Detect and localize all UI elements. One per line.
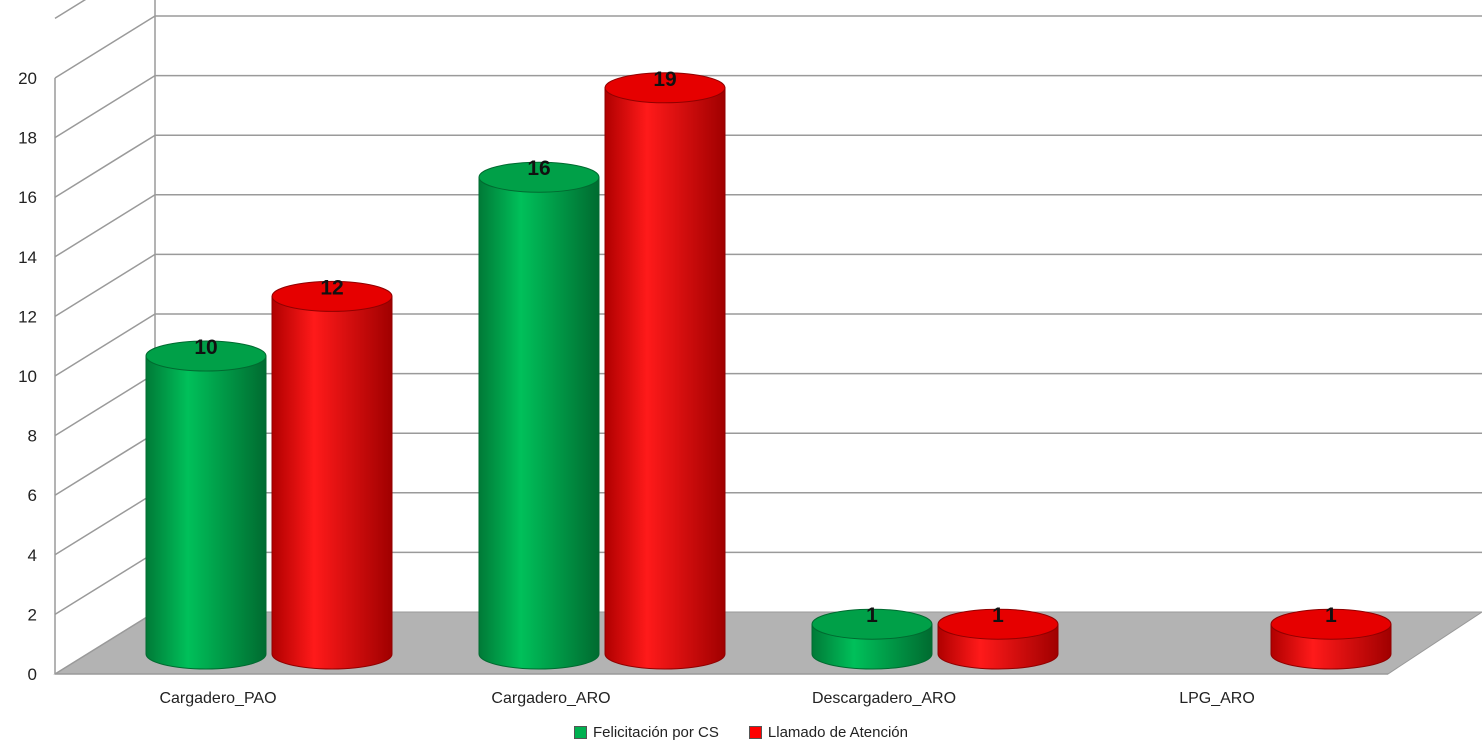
data-label: 16: [527, 157, 550, 180]
bar-top: [145, 340, 267, 372]
legend: Felicitación por CS Llamado de Atención: [0, 724, 1482, 741]
gridline-side: [54, 194, 156, 258]
bar-0-0: [145, 340, 267, 670]
data-label: 12: [320, 276, 343, 299]
floor-plane: [53, 611, 1482, 675]
legend-swatch-green: [574, 726, 587, 739]
y-tick-label: 18: [18, 129, 37, 148]
gridline-side: [54, 134, 156, 198]
bar-1-1: [604, 72, 726, 670]
bar-body: [604, 87, 726, 670]
category-label: LPG_ARO: [1179, 690, 1255, 707]
y-tick-label: 14: [18, 248, 37, 267]
data-label: 1: [1325, 604, 1337, 627]
bar-body: [271, 295, 393, 670]
gridline-side: [54, 74, 156, 139]
y-tick-label: 8: [28, 427, 37, 446]
bar-top: [1270, 608, 1392, 640]
category-label: Descargadero_ARO: [812, 690, 956, 707]
bar-3-1: [1270, 608, 1392, 670]
data-labels: 10 12 16 19 1 1 1: [194, 68, 1337, 627]
bar-2-0: [811, 608, 933, 670]
bar-top: [604, 72, 726, 104]
y-tick-label: 6: [28, 486, 37, 505]
legend-item-felicitacion: Felicitación por CS: [574, 724, 719, 741]
y-axis-tick-labels: 0 2 4 6 8 10 12 14 16 18 20: [18, 69, 37, 684]
bar-0-1: [271, 280, 393, 670]
bar-top: [478, 161, 600, 193]
y-tick-label: 4: [28, 546, 37, 565]
category-labels: Cargadero_PAO Cargadero_ARO Descargadero_A…: [159, 690, 1254, 707]
gridline-side: [54, 611, 156, 675]
y-tick-label: 2: [28, 605, 37, 624]
category-label: Cargadero_PAO: [159, 690, 276, 707]
chart-walls: [54, 0, 156, 674]
bar-body: [145, 355, 267, 670]
legend-label-felicitacion: Felicitación por CS: [593, 724, 719, 741]
gridline-side: [54, 313, 156, 377]
y-tick-label: 16: [18, 188, 37, 207]
legend-label-llamado: Llamado de Atención: [767, 724, 908, 741]
gridline-side: [54, 0, 87, 20]
gridlines: [54, 0, 1482, 675]
bar-2-1: [937, 608, 1059, 670]
bar-body: [478, 176, 600, 670]
bar-chart: 0 2 4 6 8 10 12 14 16 18 20 10 12 16 19 1 1 1 Cargadero_…: [18, 0, 1482, 707]
y-tick-label: 0: [28, 665, 37, 684]
category-label: Cargadero_ARO: [491, 690, 610, 707]
y-tick-label: 20: [18, 69, 37, 88]
gridline-side: [54, 253, 156, 318]
chart-floor: [53, 611, 1482, 675]
gridline-side: [54, 372, 156, 437]
y-tick-label: 12: [18, 307, 37, 326]
bar-top: [937, 608, 1059, 640]
bar-top: [811, 608, 933, 640]
data-label: 1: [992, 604, 1004, 627]
legend-item-llamado: Llamado de Atención: [748, 724, 908, 741]
data-label: 1: [866, 604, 878, 627]
gridline-side: [54, 15, 156, 79]
gridline-side: [54, 492, 156, 556]
gridline-side: [54, 432, 156, 496]
legend-swatch-red: [748, 726, 762, 739]
data-label: 19: [653, 68, 676, 91]
y-tick-label: 10: [18, 367, 37, 386]
bars: [145, 72, 1392, 670]
gridline-side: [54, 551, 156, 616]
data-label: 10: [194, 336, 217, 359]
bar-top: [271, 280, 393, 312]
bar-1-0: [478, 161, 600, 670]
